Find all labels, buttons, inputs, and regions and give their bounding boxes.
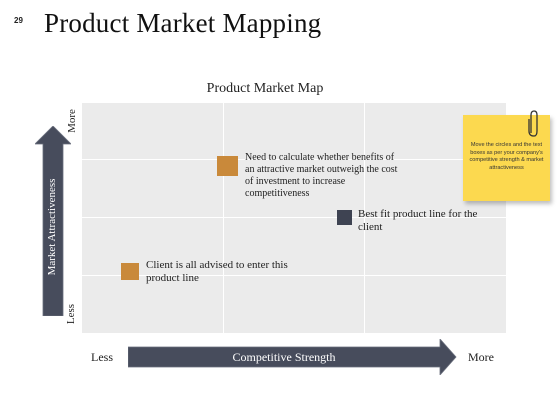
x-axis-label: Competitive Strength [232, 350, 336, 364]
x-axis-less-label: Less [91, 350, 113, 364]
point-marker-best-fit[interactable] [337, 210, 352, 225]
sticky-note: Move the circles and the text boxes as p… [463, 115, 550, 201]
x-axis-arrow [128, 339, 457, 375]
slide-number: 29 [14, 16, 23, 25]
y-axis-label: Market Attractiveness [46, 178, 58, 276]
point-label-advised[interactable]: Client is all advised to enter this prod… [146, 259, 288, 284]
grid-line-vertical [364, 103, 365, 333]
point-marker-invest[interactable] [217, 156, 238, 176]
point-label-invest[interactable]: Need to calculate whether benefits of an… [245, 152, 398, 199]
point-marker-advised[interactable] [121, 263, 139, 280]
y-axis-arrow [35, 126, 71, 316]
map-title: Product Market Map [206, 81, 324, 96]
slide-title: Product Market Mapping [44, 8, 322, 38]
grid-line-vertical [223, 103, 224, 333]
sticky-note-text: Move the circles and the text boxes as p… [469, 142, 544, 171]
point-label-best-fit[interactable]: Best fit product line for the client [358, 208, 478, 233]
grid-line-horizontal [82, 159, 506, 160]
x-axis-arrow-shape [128, 339, 457, 375]
grid-line-horizontal [82, 275, 506, 276]
x-axis-more-label: More [468, 350, 494, 364]
y-axis-arrow-shape [35, 126, 71, 316]
grid-line-horizontal [82, 217, 506, 218]
paper-clip-icon [528, 110, 538, 137]
plot-area [82, 103, 506, 333]
